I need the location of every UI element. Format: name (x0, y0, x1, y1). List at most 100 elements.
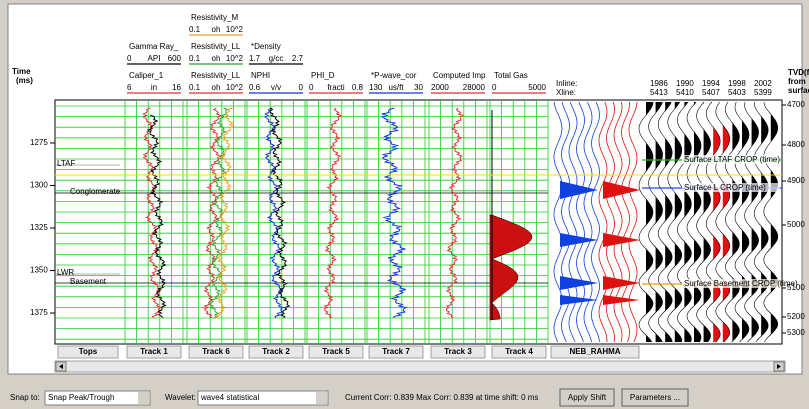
snap-select[interactable] (44, 390, 151, 406)
curve-name: Resistivity_LL (191, 42, 241, 51)
scale-max: 10^2 (226, 83, 244, 92)
scale-min: 2000 (431, 83, 449, 92)
inline-value: 1994 (702, 79, 720, 88)
track-tab-label: Track 1 (140, 347, 168, 356)
log-curve (141, 107, 163, 319)
time-tick-label: 1300 (30, 181, 48, 190)
inline-value: 1986 (650, 79, 668, 88)
top-label: LWR (57, 268, 74, 277)
curve-name: *P-wave_cor (371, 71, 417, 80)
curve-name: Caliper_1 (129, 71, 164, 80)
scale-max: 30 (414, 83, 423, 92)
synthetic-lobe (603, 276, 640, 290)
seismic-fill (684, 102, 692, 342)
corr-status: Current Corr: 0.839 Max Corr: 0.839 at t… (345, 393, 538, 402)
xline-value: 5413 (650, 88, 668, 97)
horizon-label: Surface LTAF CROP (time) (684, 155, 780, 164)
log-curve (146, 114, 167, 318)
wavelet-select[interactable] (197, 390, 329, 406)
track-tab-label: Track 4 (505, 347, 533, 356)
scale-unit: g/cc (269, 54, 284, 63)
time-unit: (ms) (16, 76, 33, 85)
scale-max: 10^2 (226, 25, 244, 34)
track-tab[interactable] (368, 345, 424, 359)
snap-label: Snap to: (10, 393, 40, 402)
scale-min: 0 (492, 83, 497, 92)
time-tick-label: 1275 (30, 138, 48, 147)
time-title: Time (12, 67, 31, 76)
scale-unit: API (148, 54, 161, 63)
track-tab-label: Track 6 (202, 347, 230, 356)
depth-title: from (788, 77, 806, 86)
synthetic-lobe (603, 233, 640, 247)
seismic-trace (705, 101, 721, 343)
scale-max: 0.8 (352, 83, 364, 92)
top-label: Conglomerate (70, 187, 121, 196)
scale-min: 130 (369, 83, 383, 92)
xline-value: 5403 (728, 88, 746, 97)
seismic-fill (646, 102, 653, 342)
top-label: LTAF (57, 159, 75, 168)
track-tab[interactable] (57, 345, 119, 359)
curve-name: Resistivity_LL (191, 71, 241, 80)
log-curve (203, 107, 222, 319)
seismic-trace (648, 101, 663, 343)
wavelet-dropdown[interactable] (316, 392, 327, 404)
scale-min: 0 (309, 83, 314, 92)
synthetic-lobe (560, 233, 598, 247)
log-curve (214, 107, 235, 319)
seismic-trace (763, 101, 779, 343)
track-tab[interactable] (430, 345, 486, 359)
wavelet-label: Wavelet: (165, 393, 196, 402)
depth-tick-label: 5300 (787, 328, 805, 337)
time-tick-label: 1350 (30, 266, 48, 275)
track-tab[interactable] (188, 345, 244, 359)
curve-name: Gamma Ray_ (129, 42, 179, 51)
track-tab[interactable] (550, 345, 640, 359)
curve-name: Resistivity_M (191, 13, 238, 22)
synthetic-trace (583, 101, 593, 343)
seismic-trace (715, 101, 731, 343)
track-tab[interactable] (248, 345, 304, 359)
scale-max: 0 (299, 83, 304, 92)
time-tick-label: 1325 (30, 223, 48, 232)
scale-unit: fracti (327, 83, 345, 92)
seismic-fill (703, 102, 711, 342)
seismic-fill (694, 102, 701, 342)
seismic-trace (677, 101, 692, 343)
xline-value: 5399 (754, 88, 772, 97)
apply-shift-text: Apply Shift (568, 393, 607, 402)
synthetic-trace (591, 101, 600, 343)
seismic-trace (657, 101, 673, 343)
log-curve (445, 107, 465, 319)
track-tab[interactable] (308, 345, 364, 359)
scale-min: 0.6 (249, 83, 261, 92)
xline-value: 5410 (676, 88, 694, 97)
snap-dropdown[interactable] (138, 392, 149, 404)
log-curve (269, 107, 291, 319)
seismic-fill (713, 102, 721, 342)
scale-max: 10^2 (226, 54, 244, 63)
horizon-label: Surface L CROP (time) (684, 183, 766, 192)
snap-value: Snap Peak/Trough (48, 393, 114, 402)
scale-unit: us/ft (388, 83, 404, 92)
depth-tick-label: 5000 (787, 220, 805, 229)
log-curve (263, 107, 284, 319)
time-tick-label: 1375 (30, 308, 48, 317)
parameters-button[interactable] (621, 388, 689, 407)
track-tab-label: Track 5 (322, 347, 350, 356)
track-tab-label: Track 2 (262, 347, 290, 356)
track-tab[interactable] (491, 345, 547, 359)
log-curve (380, 107, 408, 319)
inline-value: 1990 (676, 79, 694, 88)
scale-max: 16 (172, 83, 181, 92)
scale-unit: oh (212, 54, 221, 63)
synthetic-lobe (560, 295, 598, 305)
horizon-label-bg (682, 155, 780, 164)
scrollbar[interactable] (54, 360, 786, 373)
track-tab[interactable] (126, 345, 182, 359)
xline-label: Xline: (556, 88, 576, 97)
apply-shift-button[interactable] (559, 388, 615, 407)
track-tab-label: Tops (79, 347, 98, 356)
